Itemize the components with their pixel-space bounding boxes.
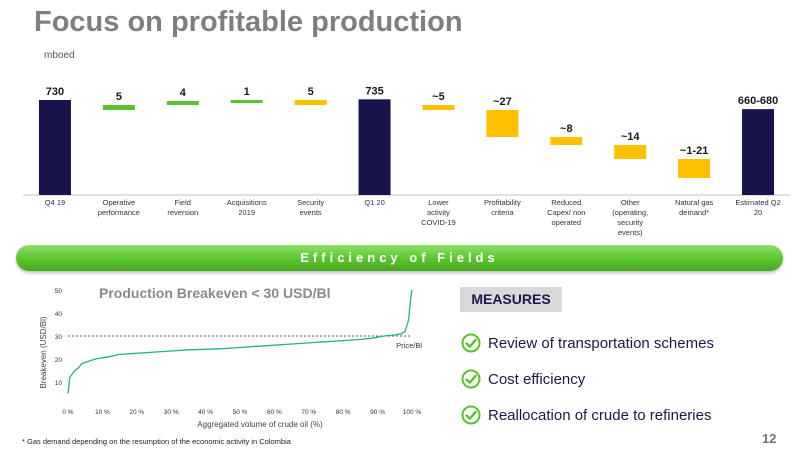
waterfall-category-label: Q4 19 xyxy=(45,198,65,207)
x-tick-label: 70 % xyxy=(301,409,316,416)
measure-item: Reallocation of crude to refineries xyxy=(461,397,714,433)
waterfall-bar xyxy=(742,109,775,195)
waterfall-bar xyxy=(486,110,519,137)
waterfall-bar xyxy=(358,99,391,195)
waterfall-category-label: security xyxy=(617,218,643,227)
x-tick-label: 20 % xyxy=(129,409,144,416)
waterfall-category-label: 20 xyxy=(754,208,762,217)
breakeven-chart-title: Production Breakeven < 30 USD/Bl xyxy=(99,285,331,301)
waterfall-bar xyxy=(422,105,455,110)
waterfall-category-label: Natural gas xyxy=(675,198,714,207)
waterfall-value-label: 5 xyxy=(308,86,314,98)
unit-label: mboed xyxy=(44,50,75,61)
breakeven-chart: 10 20 30 40 50 0 % 10 % 20 % 30 % 40 % 50 % 60 % 70 … xyxy=(39,288,422,429)
waterfall-category-label: 2019 xyxy=(238,208,255,217)
waterfall-category-label: criteria xyxy=(491,208,514,217)
x-tick-label: 50 % xyxy=(233,409,248,416)
waterfall-category-label: activity xyxy=(427,208,450,217)
waterfall-value-label: ~14 xyxy=(621,131,641,143)
y-tick-label: 50 xyxy=(55,288,63,295)
waterfall-category-label: Q1 20 xyxy=(364,198,384,207)
waterfall-category-label: (operating, xyxy=(612,208,648,217)
footnote: * Gas demand depending on the resumption… xyxy=(22,437,291,446)
waterfall-bar xyxy=(230,100,263,103)
x-axis-label: Aggregated volume of crude oil (%) xyxy=(197,420,323,429)
y-axis-label: Breakeven (USD/Bl) xyxy=(39,316,48,388)
waterfall-bar xyxy=(550,137,583,145)
waterfall-category-label: Lower xyxy=(428,198,449,207)
measures-list: Review of transportation schemes Cost ef… xyxy=(461,325,714,433)
price-reference-label: Price/Bl xyxy=(396,341,422,350)
waterfall-bar xyxy=(678,159,711,178)
measure-text: Reallocation of crude to refineries xyxy=(488,406,712,424)
waterfall-category-label: Operative xyxy=(103,198,136,207)
y-tick-label: 40 xyxy=(55,311,63,318)
measure-item: Review of transportation schemes xyxy=(461,325,714,361)
measure-item: Cost efficiency xyxy=(461,361,714,397)
waterfall-category-label: performance xyxy=(98,208,140,217)
waterfall-bar xyxy=(294,100,327,105)
waterfall-category-label: Estimated Q2 xyxy=(735,198,780,207)
waterfall-value-label: ~8 xyxy=(560,123,573,135)
measure-text: Cost efficiency xyxy=(488,370,586,388)
x-tick-label: 90 % xyxy=(370,409,385,416)
waterfall-category-label: COVID-19 xyxy=(421,218,456,227)
waterfall-value-label: ~5 xyxy=(432,91,445,103)
waterfall-value-label: 730 xyxy=(46,86,64,98)
x-tick-label: 100 % xyxy=(403,409,422,416)
y-tick-label: 30 xyxy=(55,334,63,341)
waterfall-category-label: Field xyxy=(175,198,191,207)
x-tick-label: 60 % xyxy=(267,409,282,416)
page-number: 12 xyxy=(762,431,777,446)
waterfall-category-label: Acquisitions xyxy=(227,198,267,207)
check-circle-icon xyxy=(461,369,481,389)
waterfall-value-label: 1 xyxy=(244,86,250,98)
waterfall-value-label: 660-680 xyxy=(738,95,778,107)
waterfall-category-label: Other xyxy=(621,198,640,207)
waterfall-value-label: 4 xyxy=(180,87,187,99)
measure-text: Review of transportation schemes xyxy=(488,334,714,352)
waterfall-category-label: Security xyxy=(297,198,324,207)
waterfall-value-label: ~1-21 xyxy=(680,145,708,157)
waterfall-bar xyxy=(102,105,135,110)
waterfall-category-label: Capex/ non xyxy=(547,208,585,217)
waterfall-category-label: Reduced xyxy=(551,198,581,207)
waterfall-value-label: 5 xyxy=(116,91,122,103)
page-title: Focus on profitable production xyxy=(34,6,463,38)
waterfall-bar xyxy=(38,100,71,195)
x-tick-label: 10 % xyxy=(95,409,110,416)
waterfall-category-label: events) xyxy=(618,228,643,237)
waterfall-bar xyxy=(614,145,647,159)
check-circle-icon xyxy=(461,333,481,353)
efficiency-banner: Efficiency of Fields xyxy=(16,245,783,271)
waterfall-category-label: operated xyxy=(551,218,581,227)
waterfall-value-label: 735 xyxy=(365,85,383,97)
waterfall-bar xyxy=(166,101,199,105)
x-tick-label: 80 % xyxy=(336,409,351,416)
waterfall-category-label: Profitability xyxy=(484,198,521,207)
waterfall-value-label: ~27 xyxy=(493,96,512,108)
x-tick-label: 40 % xyxy=(198,409,213,416)
x-tick-label: 30 % xyxy=(164,409,179,416)
waterfall-category-label: events xyxy=(300,208,322,217)
waterfall-category-label: reversion xyxy=(167,208,198,217)
check-circle-icon xyxy=(461,405,481,425)
measures-header: MEASURES xyxy=(460,287,562,312)
waterfall-category-label: demand* xyxy=(679,208,709,217)
y-tick-label: 10 xyxy=(55,380,63,387)
x-tick-label: 0 % xyxy=(62,409,73,416)
y-tick-label: 20 xyxy=(55,357,63,364)
breakeven-series-line xyxy=(67,289,413,394)
